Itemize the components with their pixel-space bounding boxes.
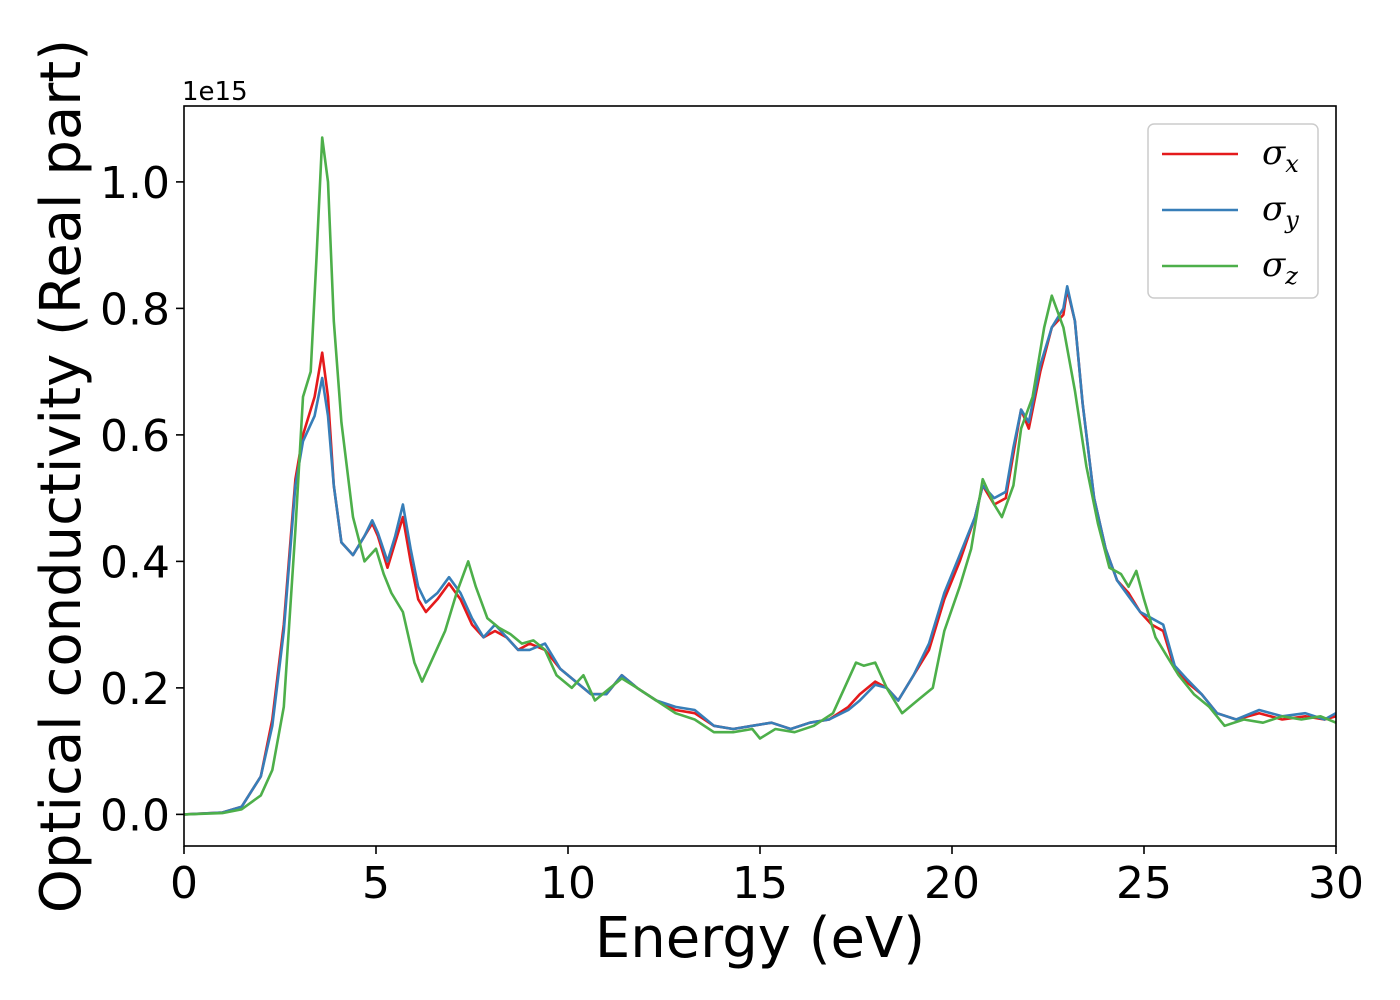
x-tick-label: 25 xyxy=(1116,858,1172,909)
y-axis: 0.0 0.2 0.4 0.6 0.8 1.0 xyxy=(100,158,184,841)
legend-label-y: σy xyxy=(1262,189,1299,234)
x-tick-label: 0 xyxy=(170,858,198,909)
y-tick-label: 0.6 xyxy=(100,411,170,462)
x-tick-label: 20 xyxy=(924,858,980,909)
legend-label-x: σx xyxy=(1262,133,1299,178)
series-layer xyxy=(184,136,1336,816)
x-axis: 0 5 10 15 20 25 30 xyxy=(170,846,1364,909)
series-line-z xyxy=(184,136,1336,816)
x-tick-label: 10 xyxy=(540,858,596,909)
y-axis-label: Optical conductivity (Real part) xyxy=(29,39,94,913)
legend: σx σy σz xyxy=(1147,123,1319,299)
x-axis-label: Energy (eV) xyxy=(595,906,925,971)
y-tick-label: 1.0 xyxy=(100,158,170,209)
x-tick-label: 30 xyxy=(1308,858,1364,909)
legend-label-z: σz xyxy=(1262,245,1298,290)
y-tick-label: 0.0 xyxy=(100,790,170,841)
series-line-y xyxy=(184,285,1336,816)
x-tick-label: 5 xyxy=(362,858,390,909)
y-tick-label: 0.4 xyxy=(100,537,170,588)
y-tick-label: 0.2 xyxy=(100,664,170,715)
y-tick-label: 0.8 xyxy=(100,284,170,335)
series-line-x xyxy=(184,288,1336,816)
y-offset-text: 1e15 xyxy=(182,77,248,107)
x-tick-label: 15 xyxy=(732,858,788,909)
